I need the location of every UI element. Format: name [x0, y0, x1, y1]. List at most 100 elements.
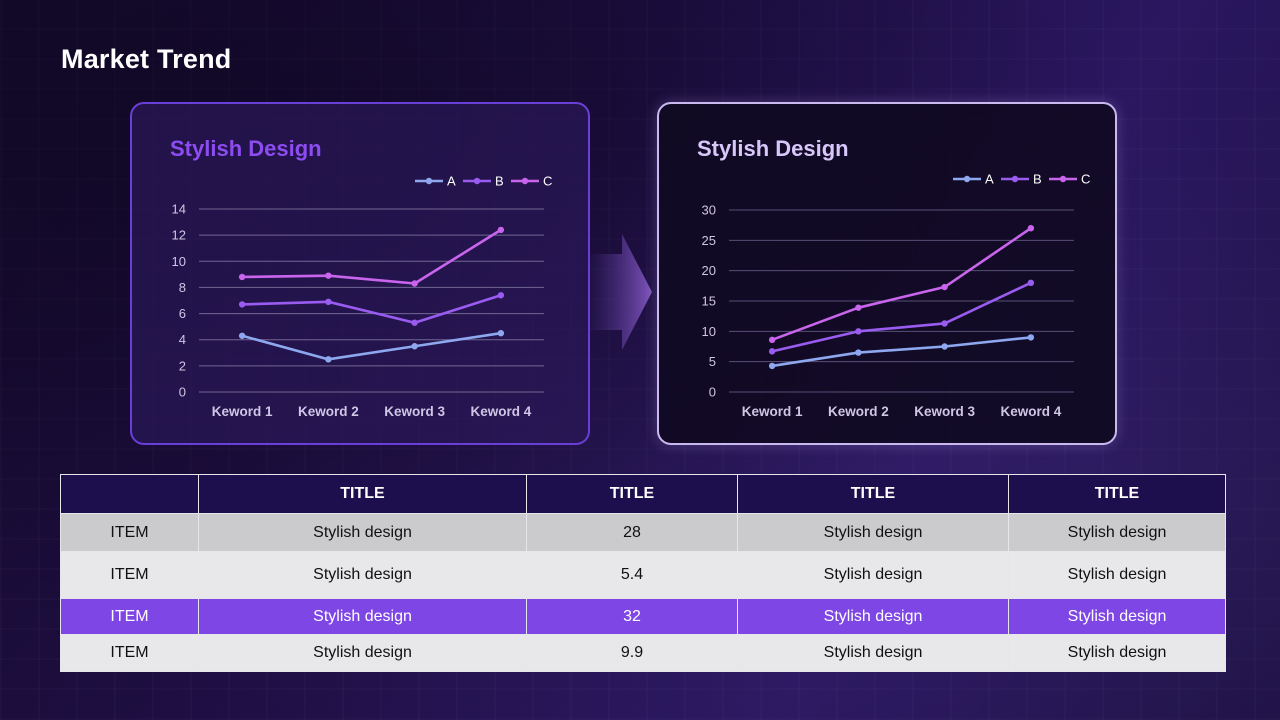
table-row: ITEM Stylish design 28 Stylish design St…: [60, 513, 1226, 552]
y-tick-label: 30: [702, 203, 716, 218]
legend-label: B: [495, 174, 504, 189]
table-header-row: TITLE TITLE TITLE TITLE: [60, 474, 1226, 514]
y-tick-label: 14: [172, 202, 186, 217]
legend-marker: [1059, 175, 1067, 183]
chart-title-left: Stylish Design: [170, 136, 322, 161]
table-cell: Stylish design: [198, 513, 527, 552]
series-line-B: [242, 294, 502, 325]
data-point-A: [1027, 334, 1035, 341]
data-point-B: [768, 348, 776, 355]
data-point-A: [238, 332, 246, 339]
table-cell: Stylish design: [198, 551, 527, 599]
x-tick-label: Keword 2: [298, 404, 359, 419]
table-cell: ITEM: [60, 513, 199, 552]
table-cell: 9.9: [526, 634, 738, 672]
data-point-A: [411, 343, 418, 350]
data-point-A: [941, 343, 948, 350]
y-tick-label: 8: [179, 280, 186, 295]
table-cell: ITEM: [60, 634, 199, 672]
table-header-cell: TITLE: [737, 474, 1009, 514]
data-point-B: [497, 292, 505, 299]
y-tick-label: 4: [179, 332, 186, 347]
y-tick-label: 12: [172, 228, 186, 243]
table-cell: Stylish design: [198, 634, 527, 672]
table-cell: 32: [526, 598, 738, 635]
series-line-A: [771, 336, 1032, 368]
table-header-cell: TITLE: [198, 474, 527, 514]
y-tick-label: 15: [702, 294, 716, 309]
y-tick-label: 2: [179, 358, 186, 373]
data-point-A: [768, 362, 776, 370]
table-row: ITEM Stylish design 5.4 Stylish design S…: [60, 551, 1226, 599]
series-line-C: [242, 228, 502, 285]
table-header-cell: TITLE: [526, 474, 738, 514]
table-cell: Stylish design: [1008, 634, 1226, 672]
slide-title: Market Trend: [61, 44, 232, 74]
data-point-B: [855, 328, 862, 335]
x-tick-label: Keword 1: [742, 404, 803, 419]
data-point-B: [325, 298, 332, 306]
data-point-B: [411, 319, 418, 326]
y-tick-label: 6: [179, 306, 186, 321]
data-point-C: [768, 336, 776, 344]
table-cell: Stylish design: [737, 513, 1009, 552]
legend-marker: [521, 177, 529, 185]
table-cell: Stylish design: [1008, 598, 1226, 635]
data-point-B: [941, 320, 948, 327]
legend-label: A: [447, 174, 456, 189]
data-point-C: [1027, 225, 1035, 232]
table-header-cell: TITLE: [1008, 474, 1226, 514]
data-point-C: [411, 280, 418, 287]
table-cell: 5.4: [526, 551, 738, 599]
y-tick-label: 10: [702, 324, 716, 339]
table-cell: Stylish design: [737, 598, 1009, 635]
line-chart-left: 0 2 4 6 8 10 12 14 Keword 1 Keword 2 Keword 3 Kewor…: [172, 174, 553, 420]
data-point-C: [855, 304, 862, 311]
y-tick-label: 0: [179, 385, 186, 400]
table-row: ITEM Stylish design 9.9 Stylish design S…: [60, 634, 1226, 672]
x-tick-label: Keword 4: [470, 404, 531, 419]
chart-card-right: Stylish Design 0 5 10 15 20 25 30 Keword 1 Kewor…: [657, 102, 1117, 445]
data-point-B: [1027, 279, 1035, 286]
table-cell: 28: [526, 513, 738, 552]
x-tick-label: Keword 1: [212, 404, 273, 419]
series-line-C: [771, 227, 1032, 342]
legend-label: C: [1081, 172, 1090, 187]
series-line-B: [771, 281, 1032, 353]
data-point-C: [941, 283, 948, 291]
legend-label: B: [1033, 172, 1042, 187]
table-header-cell: [60, 474, 199, 514]
series-line-A: [241, 331, 502, 361]
y-tick-label: 25: [702, 233, 716, 248]
legend-marker: [425, 177, 433, 185]
table-cell: ITEM: [60, 598, 199, 635]
chart-title-right: Stylish Design: [697, 136, 849, 161]
data-point-C: [497, 226, 505, 234]
data-point-A: [497, 329, 505, 337]
data-point-A: [325, 356, 332, 363]
table-cell: ITEM: [60, 551, 199, 599]
y-tick-label: 0: [709, 385, 716, 400]
y-tick-label: 20: [702, 263, 716, 278]
data-table: TITLE TITLE TITLE TITLE ITEM Stylish des…: [60, 474, 1226, 672]
arrow-right-icon: [590, 234, 652, 350]
data-point-C: [325, 272, 332, 279]
data-point-A: [855, 349, 862, 356]
x-tick-label: Keword 4: [1000, 404, 1061, 419]
data-point-B: [238, 301, 246, 308]
legend-label: A: [985, 172, 994, 187]
line-chart-right: 0 5 10 15 20 25 30 Keword 1 Keword 2 Keword 3 Kewo…: [702, 172, 1091, 420]
x-tick-label: Keword 3: [914, 404, 975, 419]
table-row-highlighted: ITEM Stylish design 32 Stylish design St…: [60, 598, 1226, 635]
y-tick-label: 10: [172, 254, 186, 269]
y-tick-label: 5: [709, 354, 716, 369]
legend-marker: [963, 175, 971, 183]
table-cell: Stylish design: [737, 634, 1009, 672]
legend-marker: [1011, 175, 1019, 183]
table-cell: Stylish design: [737, 551, 1009, 599]
x-tick-label: Keword 2: [828, 404, 889, 419]
chart-card-left: Stylish Design 0 2 4 6 8 10 12 14 Keword 1 Keword…: [130, 102, 590, 445]
legend-marker: [473, 177, 481, 185]
legend-label: C: [543, 174, 552, 189]
table-cell: Stylish design: [1008, 513, 1226, 552]
